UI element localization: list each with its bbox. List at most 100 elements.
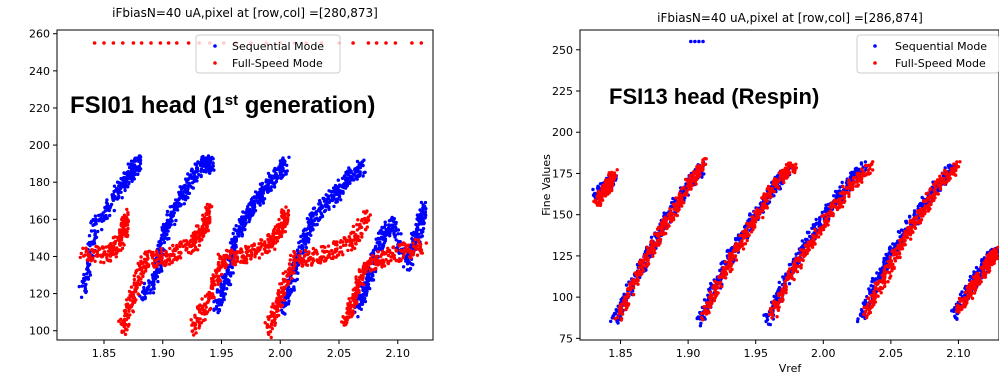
sequential-point bbox=[332, 193, 336, 198]
fullspeed-point bbox=[216, 252, 220, 256]
sequential-point bbox=[174, 218, 178, 223]
fullspeed-point bbox=[121, 226, 126, 230]
fullspeed-point bbox=[354, 300, 358, 304]
sequential-point bbox=[166, 229, 170, 233]
sequential-point bbox=[212, 307, 216, 311]
fullspeed-point bbox=[93, 259, 97, 263]
sequential-point bbox=[315, 222, 319, 227]
fullspeed-point bbox=[386, 259, 391, 264]
sequential-point bbox=[649, 235, 654, 239]
fullspeed-point bbox=[213, 274, 218, 278]
sequential-point bbox=[748, 212, 752, 216]
fullspeed-point bbox=[350, 243, 354, 247]
sequential-point bbox=[92, 241, 97, 245]
fullspeed-point bbox=[125, 207, 129, 212]
y-tick-label: 200 bbox=[29, 139, 50, 152]
chart-left: iFbiasN=40 uA,pixel at [row,col] =[280,8… bbox=[29, 6, 434, 360]
sequential-point bbox=[228, 241, 233, 245]
fullspeed-point bbox=[288, 258, 292, 262]
sequential-point bbox=[167, 236, 171, 241]
sequential-point bbox=[223, 280, 228, 284]
y-tick-label: 75 bbox=[559, 332, 573, 345]
sequential-point bbox=[269, 185, 273, 189]
sequential-point bbox=[269, 188, 273, 192]
sequential-point bbox=[363, 299, 368, 304]
fullspeed-point bbox=[280, 223, 284, 227]
fullspeed-point bbox=[305, 263, 310, 267]
sequential-point bbox=[287, 288, 291, 293]
sequential-point bbox=[349, 169, 353, 174]
sequential-point bbox=[182, 202, 186, 206]
sequential-point bbox=[241, 226, 246, 230]
fullspeed-point bbox=[360, 232, 364, 236]
fullspeed-point bbox=[390, 251, 395, 256]
sequential-point bbox=[612, 311, 617, 316]
fullspeed-point bbox=[368, 213, 372, 217]
fullspeed-point bbox=[178, 244, 182, 249]
fullspeed-point bbox=[206, 300, 210, 304]
sequential-point bbox=[274, 167, 278, 171]
fullspeed-point-saturated bbox=[374, 41, 379, 45]
fullspeed-point bbox=[327, 254, 331, 258]
sequential-point bbox=[248, 201, 253, 205]
fullspeed-point bbox=[99, 260, 103, 264]
sequential-point bbox=[226, 268, 230, 272]
fullspeed-point bbox=[273, 321, 277, 325]
fullspeed-point bbox=[298, 250, 303, 254]
sequential-point bbox=[366, 279, 370, 283]
sequential-point bbox=[209, 168, 213, 172]
sequential-point bbox=[219, 282, 223, 286]
sequential-point bbox=[279, 173, 283, 177]
sequential-point bbox=[309, 218, 314, 223]
sequential-point bbox=[137, 164, 141, 169]
sequential-point bbox=[874, 277, 878, 281]
fullspeed-point bbox=[104, 245, 108, 249]
fullspeed-point bbox=[131, 310, 135, 314]
fullspeed-point bbox=[149, 250, 153, 254]
sequential-point bbox=[357, 174, 361, 178]
fullspeed-point bbox=[361, 275, 365, 279]
fullspeed-point bbox=[250, 252, 254, 257]
sequential-point bbox=[85, 272, 89, 276]
y-tick-label: 260 bbox=[29, 28, 50, 41]
sequential-point bbox=[364, 293, 368, 297]
sequential-point bbox=[306, 240, 311, 244]
fullspeed-point bbox=[114, 255, 119, 259]
fullspeed-point bbox=[273, 247, 277, 251]
fullspeed-point-saturated bbox=[121, 41, 125, 45]
fullspeed-point bbox=[283, 270, 288, 274]
legend-label-fullspeed: Full-Speed Mode bbox=[232, 57, 323, 70]
fullspeed-point bbox=[382, 264, 387, 268]
fullspeed-point bbox=[277, 225, 281, 229]
sequential-point bbox=[260, 181, 265, 186]
fullspeed-point bbox=[208, 205, 213, 209]
fullspeed-point bbox=[114, 248, 119, 252]
fullspeed-point bbox=[96, 254, 100, 258]
fullspeed-point bbox=[341, 240, 345, 244]
sequential-point bbox=[127, 175, 131, 180]
sequential-point bbox=[274, 179, 279, 184]
fullspeed-point bbox=[79, 251, 84, 256]
sequential-point bbox=[317, 199, 322, 203]
sequential-point bbox=[172, 203, 177, 207]
sequential-point bbox=[219, 291, 223, 295]
sequential-point bbox=[192, 179, 196, 184]
sequential-point bbox=[151, 291, 156, 295]
sequential-point bbox=[262, 197, 267, 201]
sequential-point bbox=[134, 168, 139, 172]
fullspeed-point bbox=[275, 313, 279, 318]
fullspeed-point bbox=[82, 254, 86, 258]
sequential-point bbox=[299, 234, 303, 239]
fullspeed-point bbox=[611, 179, 615, 183]
fullspeed-point bbox=[203, 230, 207, 235]
sequential-point bbox=[358, 170, 362, 174]
sequential-point bbox=[254, 195, 259, 199]
sequential-point bbox=[393, 233, 397, 238]
sequential-point bbox=[173, 222, 177, 227]
sequential-point bbox=[383, 233, 387, 237]
sequential-point bbox=[974, 265, 979, 270]
sequential-point bbox=[244, 221, 248, 225]
sequential-point bbox=[217, 307, 221, 312]
fullspeed-point bbox=[122, 243, 126, 247]
sequential-point bbox=[219, 285, 223, 289]
